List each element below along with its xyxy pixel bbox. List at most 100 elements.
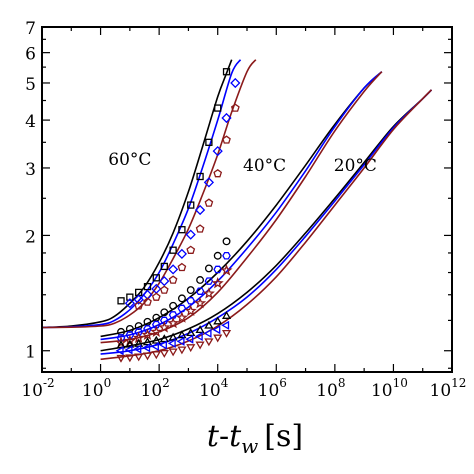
series-4-point [186, 286, 195, 295]
series-1-point [160, 262, 168, 271]
series-6-point [194, 296, 207, 309]
series-6-point [202, 287, 215, 299]
x-tick-base: 10 [199, 381, 221, 401]
y-tick-label: 7 [25, 19, 36, 39]
series-1-point [143, 282, 152, 291]
series-3-point [204, 198, 214, 207]
series-3-point [168, 275, 178, 284]
series-9-point [204, 338, 214, 347]
series-3-point [159, 285, 169, 294]
series-7-point [221, 310, 232, 319]
series-8-point [159, 340, 167, 350]
series-7-point [195, 325, 205, 334]
x-tick-exponent: 8 [338, 376, 346, 390]
x-tick-base: 10 [21, 381, 43, 401]
series-9-point [142, 352, 153, 361]
series-2-point [185, 229, 196, 240]
x-tick-exponent: -2 [43, 376, 55, 390]
series-1-point [222, 68, 231, 76]
series-5-point [195, 287, 205, 295]
series-1-point [187, 201, 195, 209]
x-tick-label: 106 [258, 376, 287, 401]
y-tick-label: 1 [25, 343, 36, 363]
series-6-point [141, 328, 154, 340]
y-tick-label: 6 [25, 45, 36, 65]
series-2-point [159, 275, 170, 287]
series-1-point [205, 138, 213, 146]
series-7-point [142, 337, 153, 346]
series-3-point [177, 262, 187, 272]
series-4-point [177, 294, 186, 303]
series-8-point [194, 331, 203, 342]
temperature-annotation: 20°C [334, 156, 377, 176]
x-tick-base: 10 [141, 381, 163, 401]
x-tick-exponent: 0 [104, 376, 112, 390]
series-9-point [116, 354, 126, 363]
series-8-point [221, 320, 230, 330]
series-2-point [133, 294, 144, 305]
y-tick-label: 2 [25, 227, 36, 247]
series-7-point [186, 328, 196, 337]
series-9-point [168, 348, 178, 357]
series-1-point [196, 172, 204, 181]
series-9-point [134, 353, 144, 362]
series-1-point [117, 297, 125, 305]
x-tick-labels: 10-2 100 102 104 106 108 1010 1012 [21, 376, 466, 401]
series-4-point [169, 301, 178, 310]
axis-ticks [41, 26, 453, 372]
x-tick-label: 1010 [371, 376, 408, 401]
series-5-point [186, 297, 196, 305]
series-8-point [133, 344, 142, 354]
x-tick-exponent: 4 [221, 376, 229, 390]
series-5-point [125, 331, 135, 339]
series-7-point [177, 330, 187, 339]
series-9-point [125, 354, 135, 363]
series-3-point [151, 292, 161, 301]
series-5-point [159, 316, 169, 325]
y-tick-label: 3 [25, 160, 36, 180]
series-5-point [213, 265, 223, 274]
series-1-point [214, 104, 222, 112]
series-8-point [167, 338, 176, 349]
x-tick-exponent: 10 [393, 376, 408, 390]
series-4-point [160, 308, 169, 317]
temperature-annotation: 40°C [243, 156, 286, 176]
series-8-point [185, 334, 194, 344]
x-tick-label: 102 [141, 376, 170, 401]
x-tick-base: 10 [316, 381, 338, 401]
x-tick-exponent: 6 [279, 376, 287, 390]
series-5-point [151, 320, 161, 329]
fit-curve-9 [100, 89, 433, 361]
x-tick-label: 10-2 [21, 376, 54, 401]
series-6-point [158, 321, 171, 333]
series-8-point [142, 343, 151, 353]
series-8-point [176, 336, 185, 346]
y-tick-label: 5 [25, 75, 36, 95]
series-9-point [159, 349, 169, 358]
series-3-point [222, 135, 231, 144]
series-1-point [169, 246, 177, 254]
series-7-point [168, 332, 178, 341]
x-tick-label: 104 [199, 376, 229, 401]
series-6-point [220, 264, 233, 276]
series-9-point [151, 351, 161, 360]
series-5-point [177, 304, 187, 313]
series-5-point [143, 325, 152, 333]
series-3-point [143, 297, 152, 306]
series-9-point [195, 341, 205, 350]
series-8-point [203, 328, 212, 338]
series-8-point [124, 345, 133, 355]
series-4-point [213, 251, 222, 260]
series-2-point [167, 264, 179, 275]
series-8-point [150, 341, 159, 352]
series-2-point [212, 145, 223, 157]
series-7-point [151, 335, 161, 344]
series-9-point [186, 344, 196, 353]
y-tick-label: 4 [25, 112, 36, 132]
series-1-point [178, 226, 186, 234]
series-6-point [184, 304, 197, 317]
series-5-point [204, 277, 214, 285]
series-6-point [211, 276, 224, 289]
series-2-point [124, 298, 136, 309]
series-3-point [186, 245, 196, 254]
